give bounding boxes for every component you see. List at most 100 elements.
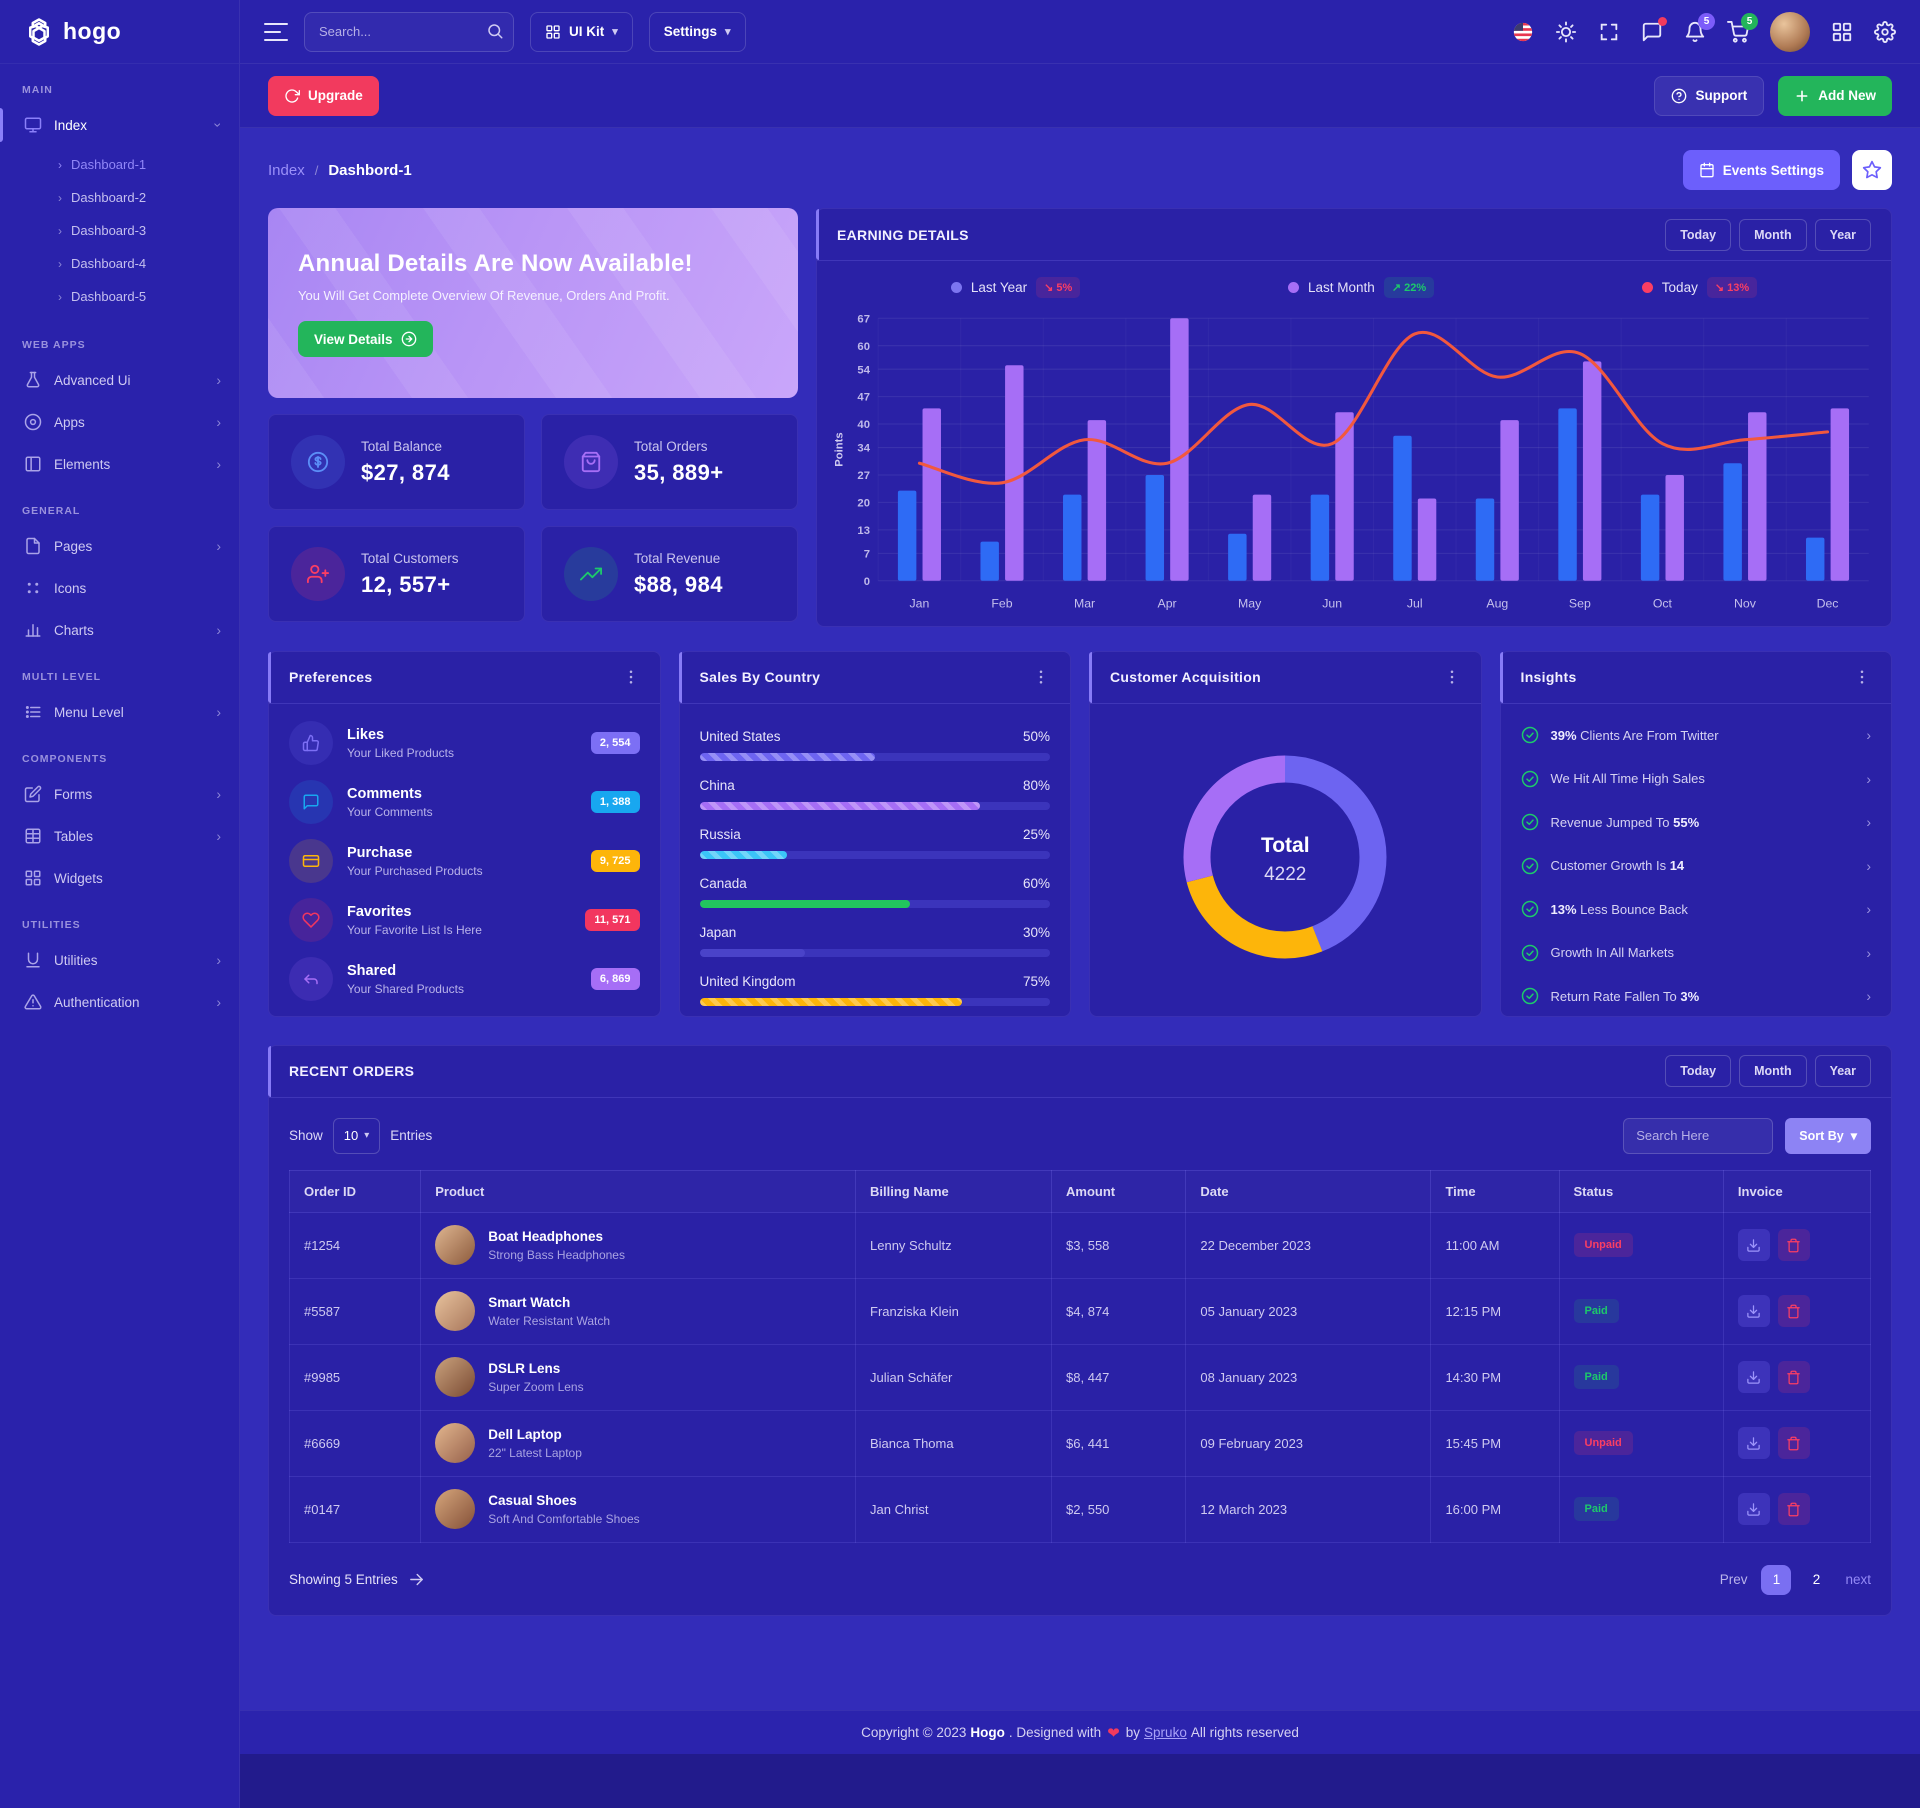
download-invoice-button[interactable] bbox=[1737, 1229, 1770, 1262]
ui-kit-button[interactable]: UI Kit ▾ bbox=[530, 11, 633, 52]
sidebar-item-tables[interactable]: Tables › bbox=[0, 815, 239, 857]
orders-header: RECENT ORDERS Today Month Year bbox=[268, 1045, 1891, 1098]
svg-text:0: 0 bbox=[864, 576, 870, 588]
sub-header-actions: Support Add New bbox=[1654, 75, 1892, 116]
svg-text:34: 34 bbox=[857, 443, 870, 455]
pagination-page-1[interactable]: 1 bbox=[1761, 1564, 1792, 1595]
sidebar-toggle-icon[interactable] bbox=[264, 22, 288, 41]
card-menu-icon[interactable] bbox=[1443, 668, 1461, 686]
insight-item[interactable]: Revenue Jumped To 55% › bbox=[1521, 801, 1871, 845]
insight-text-part: Growth In All Markets bbox=[1550, 945, 1675, 961]
view-details-button[interactable]: View Details bbox=[298, 321, 433, 357]
card-menu-icon[interactable] bbox=[1032, 668, 1050, 686]
pagination-next[interactable]: next bbox=[1845, 1572, 1871, 1588]
gear-icon[interactable] bbox=[1874, 20, 1896, 43]
sidebar-item-widgets[interactable]: Widgets bbox=[0, 857, 239, 899]
insight-item[interactable]: Growth In All Markets › bbox=[1521, 931, 1871, 975]
sidebar-item-authentication[interactable]: Authentication › bbox=[0, 981, 239, 1023]
insight-item[interactable]: Customer Growth Is 14 › bbox=[1521, 844, 1871, 888]
legend-item-last-month[interactable]: Last Month ↗ 22% bbox=[1288, 277, 1435, 298]
user-avatar[interactable] bbox=[1770, 11, 1810, 52]
legend-item-today[interactable]: Today ↘ 13% bbox=[1641, 277, 1758, 298]
card-menu-icon[interactable] bbox=[622, 668, 640, 686]
entries-select[interactable]: 10 ▾ bbox=[332, 1117, 381, 1154]
download-invoice-button[interactable] bbox=[1737, 1427, 1770, 1460]
sidebar-item-pages[interactable]: Pages › bbox=[0, 525, 239, 567]
pagination-page-2[interactable]: 2 bbox=[1812, 1572, 1821, 1588]
brand-logo[interactable]: hogo bbox=[0, 0, 239, 64]
search-input[interactable] bbox=[304, 11, 514, 52]
add-new-button[interactable]: Add New bbox=[1778, 75, 1892, 116]
svg-text:Feb: Feb bbox=[991, 596, 1012, 610]
sidebar-item-elements[interactable]: Elements › bbox=[0, 443, 239, 485]
sidebar-item-apps[interactable]: Apps › bbox=[0, 401, 239, 443]
sidebar-item-icons[interactable]: Icons bbox=[0, 567, 239, 609]
sidebar-section-label: MULTI LEVEL bbox=[22, 671, 102, 683]
sidebar-subitem-dashboard-5[interactable]: › Dashboard-5 bbox=[0, 280, 239, 313]
orders-controls-right: Sort By ▾ bbox=[1623, 1117, 1871, 1154]
sidebar-item-advanced-ui[interactable]: Advanced Ui › bbox=[0, 359, 239, 401]
download-invoice-button[interactable] bbox=[1737, 1295, 1770, 1328]
notifications-bell-icon[interactable]: 5 bbox=[1684, 12, 1715, 43]
orders-search-input[interactable] bbox=[1623, 1117, 1774, 1154]
insight-item[interactable]: 13% Less Bounce Back › bbox=[1521, 888, 1871, 932]
delete-invoice-button[interactable] bbox=[1777, 1427, 1810, 1460]
events-settings-button[interactable]: Events Settings bbox=[1682, 150, 1840, 190]
legend-item-last-year[interactable]: Last Year ↘ 5% bbox=[950, 277, 1081, 298]
range-button-month[interactable]: Month bbox=[1739, 218, 1807, 251]
cart-icon[interactable]: 5 bbox=[1727, 12, 1758, 43]
breadcrumb-index-link[interactable]: Index bbox=[268, 161, 305, 179]
fullscreen-icon[interactable] bbox=[1598, 21, 1620, 43]
settings-dropdown-button[interactable]: Settings ▾ bbox=[648, 11, 746, 52]
product-name: Smart Watch bbox=[488, 1294, 571, 1310]
sidebar-item-forms[interactable]: Forms › bbox=[0, 773, 239, 815]
pagination-prev[interactable]: Prev bbox=[1719, 1572, 1748, 1588]
preference-name: Favorites bbox=[347, 903, 412, 920]
range-button-year[interactable]: Year bbox=[1814, 218, 1871, 251]
search-icon[interactable] bbox=[486, 22, 504, 40]
messages-icon[interactable] bbox=[1641, 16, 1667, 43]
range-button-today[interactable]: Today bbox=[1665, 1055, 1732, 1088]
favorite-star-button[interactable] bbox=[1852, 150, 1892, 190]
add-new-label: Add New bbox=[1818, 88, 1876, 103]
sidebar-subitem-dashboard-1[interactable]: › Dashboard-1 bbox=[0, 148, 239, 181]
sidebar-subitem-dashboard-3[interactable]: › Dashboard-3 bbox=[0, 214, 239, 247]
delete-invoice-button[interactable] bbox=[1777, 1493, 1810, 1526]
sidebar-item-index[interactable]: Index › bbox=[0, 104, 239, 146]
spruko-link[interactable]: Spruko bbox=[1144, 1725, 1187, 1740]
chevron-right-icon: › bbox=[216, 994, 221, 1010]
apps-grid-icon[interactable] bbox=[1831, 21, 1853, 43]
sidebar-item-utilities[interactable]: Utilities › bbox=[0, 939, 239, 981]
cell-status: Unpaid bbox=[1558, 1211, 1724, 1279]
range-button-month[interactable]: Month bbox=[1739, 1055, 1807, 1088]
insight-item[interactable]: 39% Clients Are From Twitter › bbox=[1521, 714, 1871, 758]
sidebar-subitem-dashboard-4[interactable]: › Dashboard-4 bbox=[0, 247, 239, 280]
card-menu-icon[interactable] bbox=[1853, 668, 1871, 686]
upgrade-button[interactable]: Upgrade bbox=[268, 75, 379, 116]
delete-invoice-button[interactable] bbox=[1777, 1229, 1810, 1262]
range-button-year[interactable]: Year bbox=[1814, 1055, 1871, 1088]
language-flag-icon[interactable] bbox=[1512, 21, 1534, 43]
download-invoice-button[interactable] bbox=[1737, 1361, 1770, 1394]
delete-invoice-button[interactable] bbox=[1777, 1361, 1810, 1394]
sidebar-item-charts[interactable]: Charts › bbox=[0, 609, 239, 651]
sort-by-button[interactable]: Sort By ▾ bbox=[1785, 1117, 1871, 1154]
insights-title: Insights bbox=[1520, 669, 1577, 686]
insight-item[interactable]: We Hit All Time High Sales › bbox=[1521, 757, 1871, 801]
support-button[interactable]: Support bbox=[1654, 75, 1765, 116]
insight-text-part: Less Bounce Back bbox=[1576, 901, 1688, 917]
range-button-today[interactable]: Today bbox=[1665, 218, 1732, 251]
sidebar-item-menu-level[interactable]: Menu Level › bbox=[0, 691, 239, 733]
delete-invoice-button[interactable] bbox=[1777, 1295, 1810, 1328]
preference-item-likes: Likes Your Liked Products 2, 554 bbox=[289, 714, 640, 773]
sidebar-subitem-dashboard-2[interactable]: › Dashboard-2 bbox=[0, 181, 239, 214]
legend-label: Last Year bbox=[970, 280, 1028, 295]
theme-light-icon[interactable] bbox=[1555, 20, 1577, 43]
insight-item[interactable]: Return Rate Fallen To 3% › bbox=[1521, 975, 1871, 1016]
page-footer: Copyright © 2023 Hogo . Designed with ❤ … bbox=[240, 1710, 1920, 1754]
svg-text:27: 27 bbox=[857, 470, 870, 482]
product-subtitle: 22" Latest Laptop bbox=[488, 1445, 582, 1460]
download-invoice-button[interactable] bbox=[1737, 1493, 1770, 1526]
legend-label: Today bbox=[1661, 280, 1698, 295]
